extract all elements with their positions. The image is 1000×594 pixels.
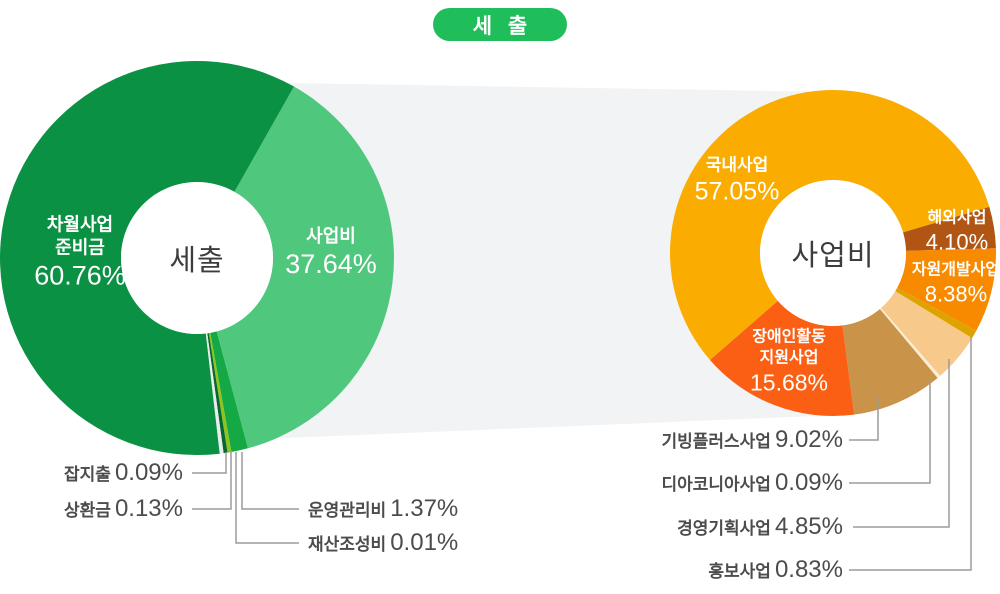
outside-label-name: 잡지출 [64,465,111,484]
donut-slice-상환금 [207,333,228,454]
slice-label-line: 사업비 [306,226,356,246]
leader-line-gyeonggi [853,359,950,528]
right-donut [670,90,997,416]
donut-slice-차월사업 준비금 [0,61,295,456]
slice-label-line: 준비금 [55,237,105,258]
outside-label-name: 상환금 [64,501,111,520]
slice-label-line: 장애인활동 [752,328,826,346]
title-text: 세 출 [472,14,533,38]
left-donut-center-label: 세출 [169,245,225,277]
slice-label-pct: 15.68% [749,369,829,396]
slice-label-guknae: 국내사업 57.05% [695,155,780,206]
leader-lines [192,337,972,571]
outside-label-name: 경영기획사업 [677,519,771,538]
slice-label-pct: 4.10% [925,229,989,255]
outside-label-japjichul: 잡지출 0.09% [64,459,183,487]
left-donut [0,61,394,456]
donut-hole [760,180,906,326]
outside-label-pct: 0.09% [774,469,843,496]
donut-slice-자원개발사업 [897,248,997,331]
donut-slice-홍보사업 [895,287,977,339]
slice-label-pct: 60.76% [34,260,126,291]
donut-slice-장애인활동 지원사업 [709,300,855,416]
outside-label-pct: 9.02% [774,426,843,453]
donut-slice-디아코니아사업 [879,308,941,379]
outside-label-jaesanjoseongbi: 재산조성비 0.01% [308,529,458,557]
leader-line-sanghwangeum [192,451,232,510]
outside-label-name: 운영관리비 [308,501,387,520]
outside-label-gyeonggi: 경영기획사업 4.85% [677,513,843,541]
outside-label-pct: 4.85% [774,513,843,540]
donut-slice-잡지출 [205,333,224,454]
right-donut-center-label: 사업비 [791,240,875,272]
slice-label-line: 국내사업 [705,155,769,175]
leader-line-hongbo [849,337,972,571]
outside-label-unyeonggwanribi: 운영관리비 1.37% [308,495,458,523]
outside-label-sanghwangeum: 상환금 0.13% [64,495,183,523]
outside-label-pct: 0.83% [774,556,843,583]
donut-hole [121,182,273,334]
outside-label-name: 디아코니아사업 [661,475,771,494]
slice-label-pct: 8.38% [924,281,988,307]
slice-label-line: 자원개발사업 [911,261,1000,279]
outside-label-pct: 0.01% [390,529,459,556]
outside-label-name: 재산조성비 [308,535,387,554]
outside-label-name: 기빙플러스사업 [661,432,771,451]
donut-slice-재산조성비 [208,332,232,453]
slice-label-line: 차월사업 [46,214,114,235]
slice-label-pct: 37.64% [285,249,377,279]
donut-slice-기빙플러스사업 [842,308,938,415]
leader-line-japjichul [192,452,227,474]
leader-line-givingplus [849,397,879,441]
slice-label-pct: 57.05% [694,177,780,206]
slice-label-haeoe: 해외사업 4.10% [926,208,988,255]
donut-slice-사업비 [216,86,394,449]
outside-label-pct: 1.37% [390,495,459,522]
donut-slice-운영관리비 [210,331,248,452]
donut-slice-경영기획사업 [880,291,973,376]
outside-label-hongbo: 홍보사업 0.83% [708,556,843,584]
donut-slice-해외사업 [903,206,996,251]
slice-label-jangaein: 장애인활동 지원사업 15.68% [750,327,828,396]
outside-label-pct: 0.13% [114,495,183,522]
slice-label-line: 해외사업 [927,209,987,227]
slice-label-chawolsaeop: 차월사업 준비금 60.76% [34,214,126,291]
donut-slice-국내사업 [670,90,990,360]
leader-line-jaesanjoseongbi [235,452,299,544]
leader-line-unyeonggwanribi [241,452,299,510]
outside-label-diakonia: 디아코니아사업 0.09% [661,469,843,497]
outside-label-name: 홍보사업 [708,562,771,581]
outside-label-givingplus: 기빙플러스사업 9.02% [661,426,843,454]
slice-label-line: 지원사업 [759,349,819,367]
slice-label-jawongaebal: 자원개발사업 8.38% [912,260,1000,307]
title-badge: 세 출 [433,8,567,41]
slice-label-saeopbi: 사업비 37.64% [285,225,377,279]
leader-line-diakonia [849,381,931,484]
outside-label-pct: 0.09% [114,459,183,486]
